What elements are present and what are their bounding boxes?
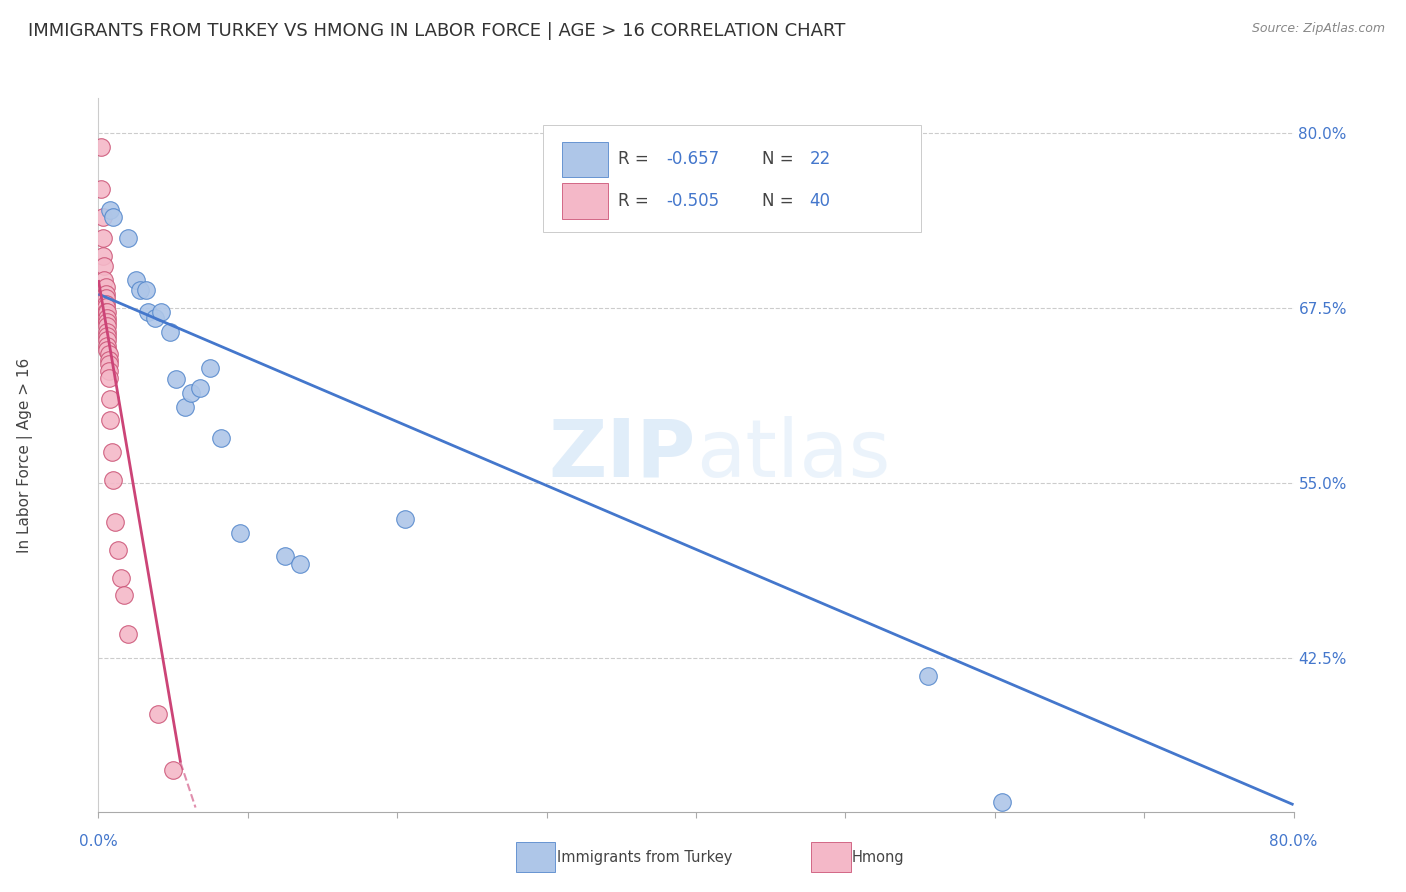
Text: R =: R = [619, 151, 654, 169]
Point [200, 361, 222, 376]
Point [180, 386, 202, 401]
Point [129, 283, 152, 297]
Text: Hmong: Hmong [852, 850, 904, 864]
Point [162, 763, 184, 777]
Point [96, 315, 118, 329]
Point [90, 182, 112, 196]
Text: In Labor Force | Age > 16: In Labor Force | Age > 16 [17, 358, 34, 552]
Text: IMMIGRANTS FROM TURKEY VS HMONG IN LABOR FORCE | AGE > 16 CORRELATION CHART: IMMIGRANTS FROM TURKEY VS HMONG IN LABOR… [28, 22, 845, 40]
Point [94, 280, 117, 294]
Point [96, 333, 118, 347]
Point [97, 357, 120, 371]
Text: N =: N = [762, 151, 799, 169]
Point [174, 401, 197, 415]
Text: Source: ZipAtlas.com: Source: ZipAtlas.com [1251, 22, 1385, 36]
Point [148, 706, 170, 721]
Point [96, 319, 118, 334]
Point [110, 571, 132, 585]
Point [107, 543, 129, 558]
Point [96, 339, 118, 353]
Point [104, 515, 127, 529]
Point [94, 310, 117, 325]
Point [117, 231, 139, 245]
Point [100, 413, 122, 427]
Point [165, 372, 187, 386]
Point [135, 283, 157, 297]
Point [143, 310, 166, 325]
Point [91, 210, 114, 224]
Point [91, 249, 114, 263]
Point [991, 795, 1014, 809]
Point [103, 210, 125, 224]
Point [100, 202, 122, 217]
Point [94, 287, 117, 301]
Point [917, 669, 939, 683]
FancyBboxPatch shape [562, 142, 609, 178]
Point [96, 305, 118, 319]
Point [117, 627, 139, 641]
Text: -0.505: -0.505 [666, 192, 720, 210]
Text: 40: 40 [810, 192, 831, 210]
Point [96, 343, 118, 357]
Point [97, 371, 120, 385]
Point [103, 473, 125, 487]
Point [94, 300, 117, 314]
Point [136, 305, 159, 319]
Point [125, 273, 148, 287]
Text: N =: N = [762, 192, 799, 210]
FancyBboxPatch shape [543, 125, 921, 232]
FancyBboxPatch shape [562, 183, 609, 219]
Point [188, 381, 211, 395]
Point [274, 549, 297, 563]
Point [90, 140, 112, 154]
Point [394, 512, 416, 526]
Text: 80.0%: 80.0% [1270, 834, 1317, 849]
Point [96, 329, 118, 343]
Text: 22: 22 [810, 151, 831, 169]
Point [288, 557, 311, 571]
Point [94, 308, 117, 322]
Point [94, 305, 117, 319]
Text: R =: R = [619, 192, 654, 210]
Point [97, 352, 120, 367]
Point [93, 273, 115, 287]
Point [101, 445, 124, 459]
Point [150, 305, 173, 319]
Text: ZIP: ZIP [548, 416, 696, 494]
Point [100, 392, 122, 406]
Text: -0.657: -0.657 [666, 151, 720, 169]
Text: 0.0%: 0.0% [79, 834, 118, 849]
Point [159, 325, 181, 339]
Point [112, 588, 135, 602]
Point [229, 526, 252, 541]
Point [94, 291, 117, 305]
Text: atlas: atlas [696, 416, 890, 494]
Point [96, 325, 118, 339]
Point [93, 259, 115, 273]
Point [91, 231, 114, 245]
Point [97, 347, 120, 361]
Point [94, 297, 117, 311]
Point [97, 364, 120, 378]
Point [96, 310, 118, 325]
Text: Immigrants from Turkey: Immigrants from Turkey [557, 850, 733, 864]
Point [209, 431, 232, 445]
